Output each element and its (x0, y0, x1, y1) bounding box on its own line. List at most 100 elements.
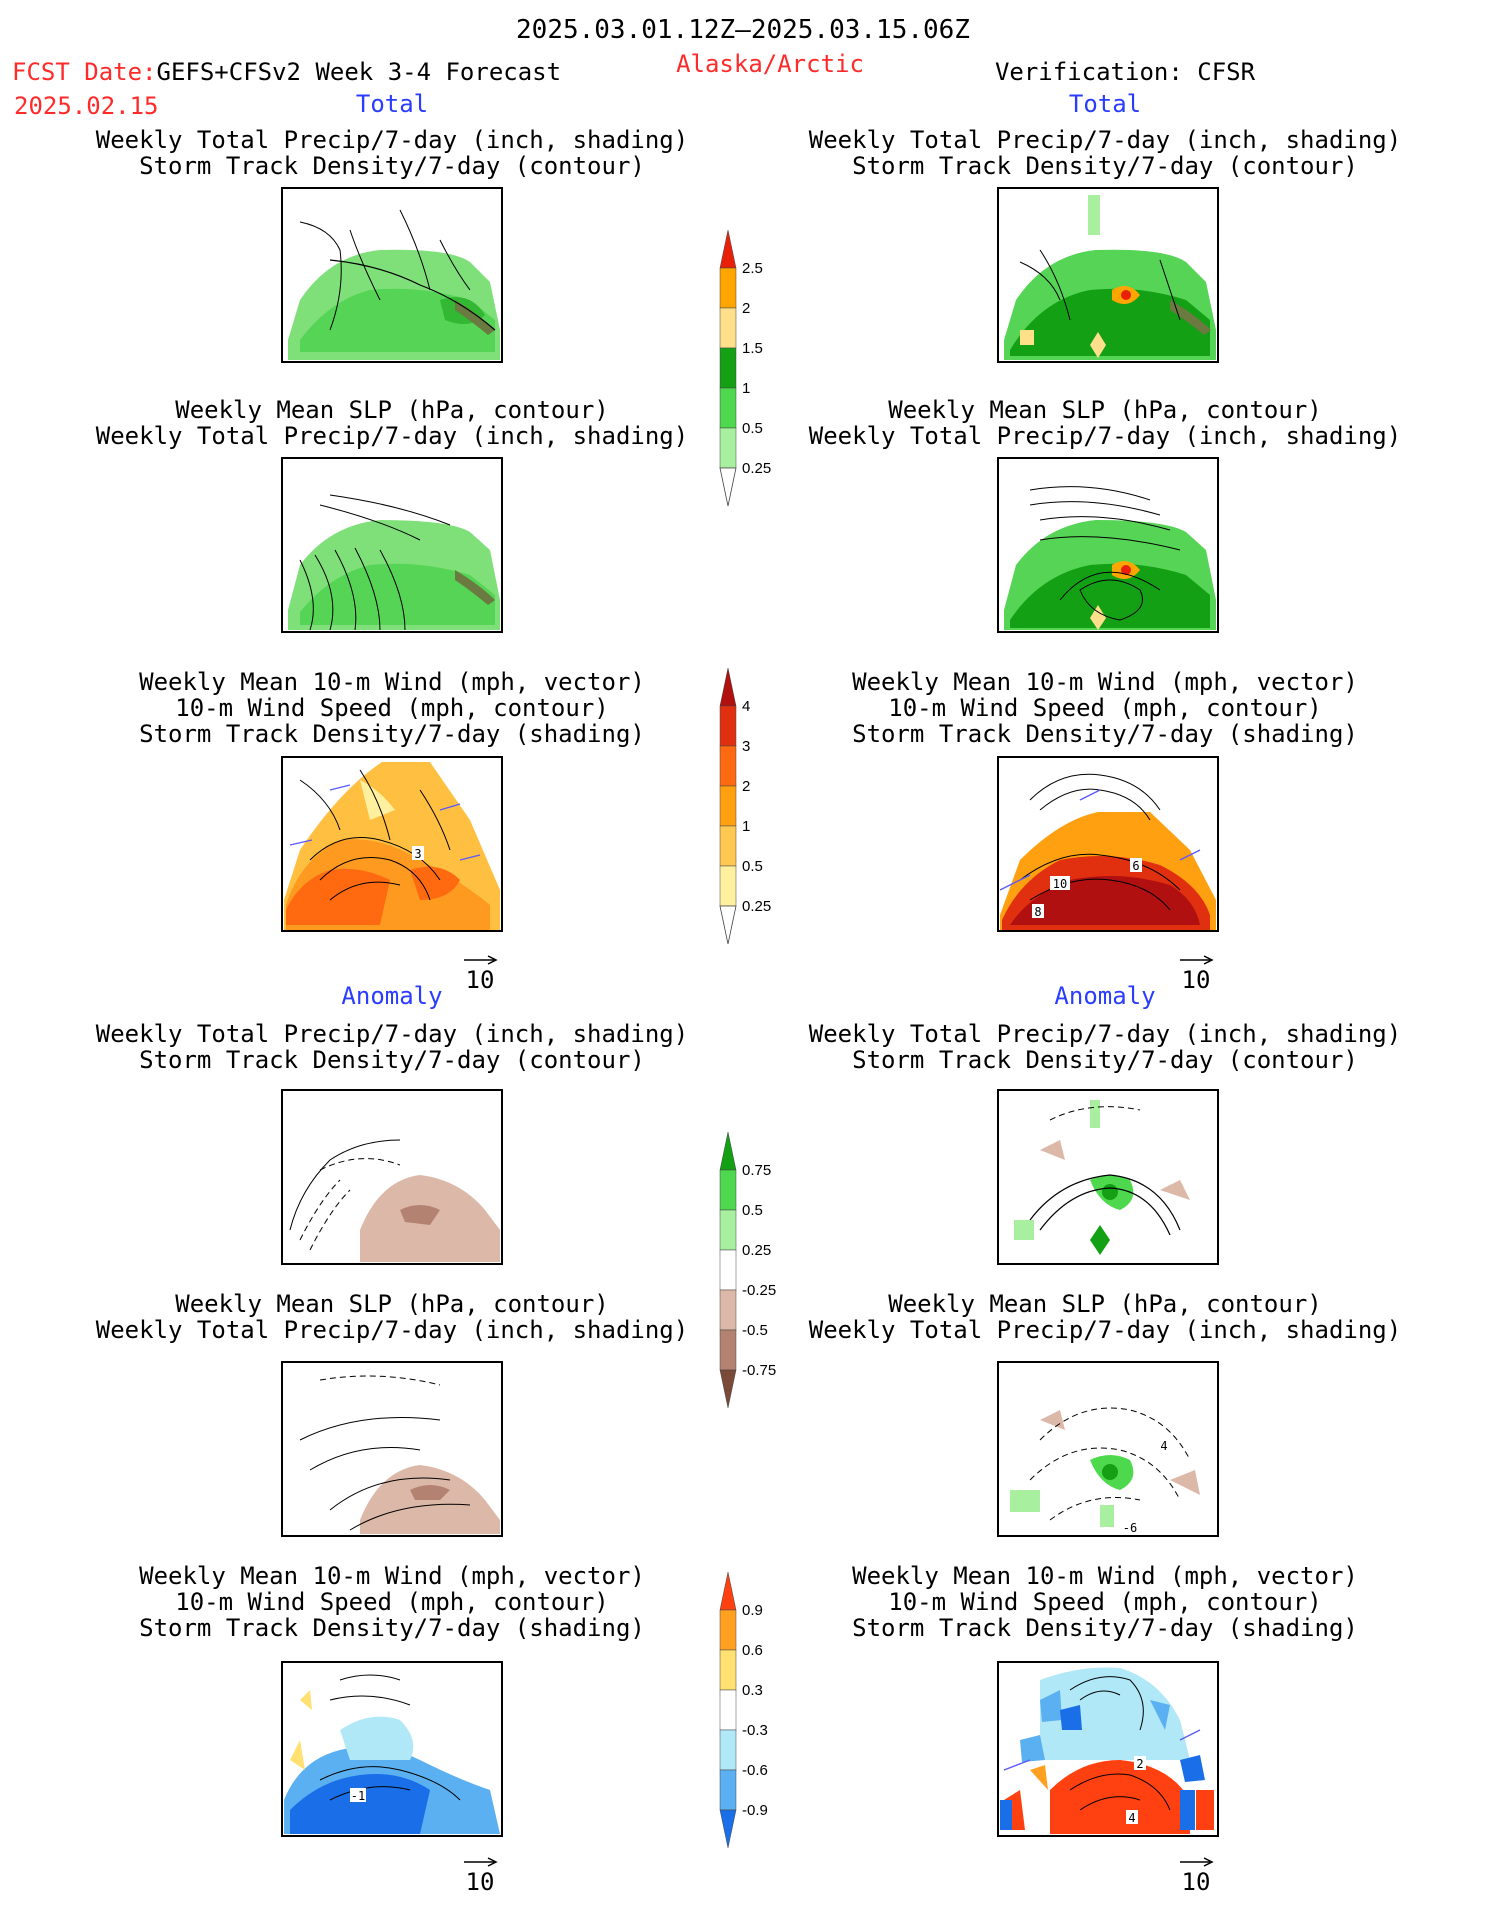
colorbar-label: 0.3 (742, 1682, 763, 1699)
panel-titles-left: Weekly Total Precip/7-day (inch, shading… (96, 126, 688, 1642)
colorbar-cap-top (719, 667, 737, 707)
slp-contour-label: -6 (1123, 1521, 1137, 1535)
colorbar-segment (719, 1609, 737, 1651)
title-storm-shading: Storm Track Density/7-day (shading) (852, 1614, 1358, 1642)
colorbar-label: 0.25 (742, 1242, 771, 1259)
map-slp-precip-anomaly-verification: 4 -6 (997, 1361, 1219, 1537)
colorbar-segment (719, 1329, 737, 1371)
colorbar-label: 1.5 (742, 340, 763, 357)
title-precip: Weekly Total Precip/7-day (inch, shading… (809, 1020, 1401, 1048)
map-slp-precip-total-forecast (281, 457, 503, 633)
colorbar-label: 2.5 (742, 260, 763, 277)
colorbar-label: 0.6 (742, 1642, 763, 1659)
vector-reference-anomaly-left: 10 (464, 1857, 498, 1896)
title-precip: Weekly Total Precip/7-day (inch, shading… (809, 126, 1401, 154)
colorbar-cap-bottom (719, 467, 737, 507)
colorbar-label: 4 (742, 698, 750, 715)
wind-contour-label: 6 (1132, 859, 1139, 873)
colorbar-label: 0.25 (742, 898, 771, 915)
title-slp: Weekly Mean SLP (hPa, contour) (888, 1290, 1321, 1318)
colorbar-segment (719, 427, 737, 469)
colorbar-segment (719, 1689, 737, 1731)
colorbar-cap-top (719, 1131, 737, 1171)
colorbar-segment (719, 1729, 737, 1771)
colorbar-segment (719, 745, 737, 787)
colorbar-storm-anomaly: 0.9 0.6 0.3 -0.3 -0.6 -0.9 (719, 1571, 768, 1849)
map-slp-precip-total-verification (997, 457, 1219, 633)
map-wind-storm-total-forecast: 3 (281, 756, 503, 932)
colorbar-segment (719, 1169, 737, 1211)
title-slp: Weekly Mean SLP (hPa, contour) (175, 396, 608, 424)
colorbar-segment (719, 1209, 737, 1251)
vector-ref-label: 10 (466, 1868, 495, 1896)
fcst-prefix: FCST Date: (12, 58, 157, 86)
vector-reference-total-right: 10 (1180, 955, 1214, 994)
colorbar-label: 2 (742, 300, 750, 317)
vector-reference-total-left: 10 (464, 955, 498, 994)
slp-contour-label: 4 (1160, 1439, 1167, 1453)
colorbar-segment (719, 865, 737, 907)
map-wind-storm-anomaly-verification: 4 2 (997, 1661, 1219, 1837)
title-slp: Weekly Mean SLP (hPa, contour) (888, 396, 1321, 424)
title-wind-speed: 10-m Wind Speed (mph, contour) (175, 1588, 608, 1616)
colorbar-segment (719, 1769, 737, 1811)
map-precip-storm-total-forecast (281, 187, 503, 363)
colorbar-label: -0.5 (742, 1322, 768, 1339)
title-storm: Storm Track Density/7-day (contour) (139, 1046, 645, 1074)
colorbar-label: -0.25 (742, 1282, 776, 1299)
title-storm: Storm Track Density/7-day (contour) (852, 1046, 1358, 1074)
section-anomaly-left: Anomaly (341, 982, 442, 1010)
section-anomaly-right: Anomaly (1054, 982, 1155, 1010)
colorbar-segment (719, 1649, 737, 1691)
title-storm-shading: Storm Track Density/7-day (shading) (139, 1614, 645, 1642)
colorbar-precip-total: 2.5 2 1.5 1 0.5 0.25 (719, 229, 771, 507)
colorbar-label: 1 (742, 380, 750, 397)
colorbar-label: 0.25 (742, 460, 771, 477)
colorbar-segment (719, 705, 737, 747)
vector-ref-label: 10 (1182, 1868, 1211, 1896)
wind-contour-label: 4 (1128, 1811, 1135, 1825)
verification-title: Verification: CFSR (995, 58, 1256, 86)
wind-contour-label: 10 (1053, 877, 1067, 891)
colorbar-label: -0.3 (742, 1722, 768, 1739)
title-slp: Weekly Mean SLP (hPa, contour) (175, 1290, 608, 1318)
colorbar-label: -0.9 (742, 1802, 768, 1819)
vector-ref-label: 10 (466, 966, 495, 994)
colorbar-label: 1 (742, 818, 750, 835)
section-total-right: Total (1069, 90, 1141, 118)
colorbar-label: 0.9 (742, 1602, 763, 1619)
panel-titles-right: Weekly Total Precip/7-day (inch, shading… (809, 126, 1401, 1642)
colorbar-precip-anomaly: 0.75 0.5 0.25 -0.25 -0.5 -0.75 (719, 1131, 776, 1409)
title-precip: Weekly Total Precip/7-day (inch, shading… (96, 1316, 688, 1344)
wind-contour-label: 3 (414, 847, 421, 861)
map-precip-storm-anomaly-verification (997, 1089, 1219, 1265)
title-wind: Weekly Mean 10-m Wind (mph, vector) (852, 1562, 1358, 1590)
colorbar-label: 0.75 (742, 1162, 771, 1179)
wind-contour-label: 2 (1136, 1757, 1143, 1771)
colorbar-segment (719, 307, 737, 349)
colorbar-label: -0.75 (742, 1362, 776, 1379)
title-precip: Weekly Total Precip/7-day (inch, shading… (96, 1020, 688, 1048)
forecast-name: GEFS+CFSv2 Week 3-4 Forecast (157, 58, 562, 86)
section-total-left: Total (356, 90, 428, 118)
map-precip-storm-anomaly-forecast (281, 1089, 503, 1265)
vector-ref-label: 10 (1182, 966, 1211, 994)
colorbar-segment (719, 1289, 737, 1331)
fcst-date: 2025.02.15 (14, 92, 159, 120)
title-storm-shading: Storm Track Density/7-day (shading) (852, 720, 1358, 748)
region-title: Alaska/Arctic (676, 50, 864, 78)
colorbar-segment (719, 387, 737, 429)
wind-contour-label: -1 (351, 1789, 365, 1803)
period-title: 2025.03.01.12Z–2025.03.15.06Z (516, 15, 970, 45)
colorbar-label: -0.6 (742, 1762, 768, 1779)
colorbar-segment (719, 347, 737, 389)
colorbar-storm-total: 4 3 2 1 0.5 0.25 (719, 667, 771, 945)
colorbar-label: 0.5 (742, 420, 763, 437)
colorbar-label: 0.5 (742, 858, 763, 875)
colorbar-label: 3 (742, 738, 750, 755)
colorbar-cap-bottom (719, 905, 737, 945)
map-wind-storm-anomaly-forecast: -1 (281, 1661, 503, 1837)
colorbar-cap-top (719, 1571, 737, 1611)
colorbar-cap-bottom (719, 1369, 737, 1409)
